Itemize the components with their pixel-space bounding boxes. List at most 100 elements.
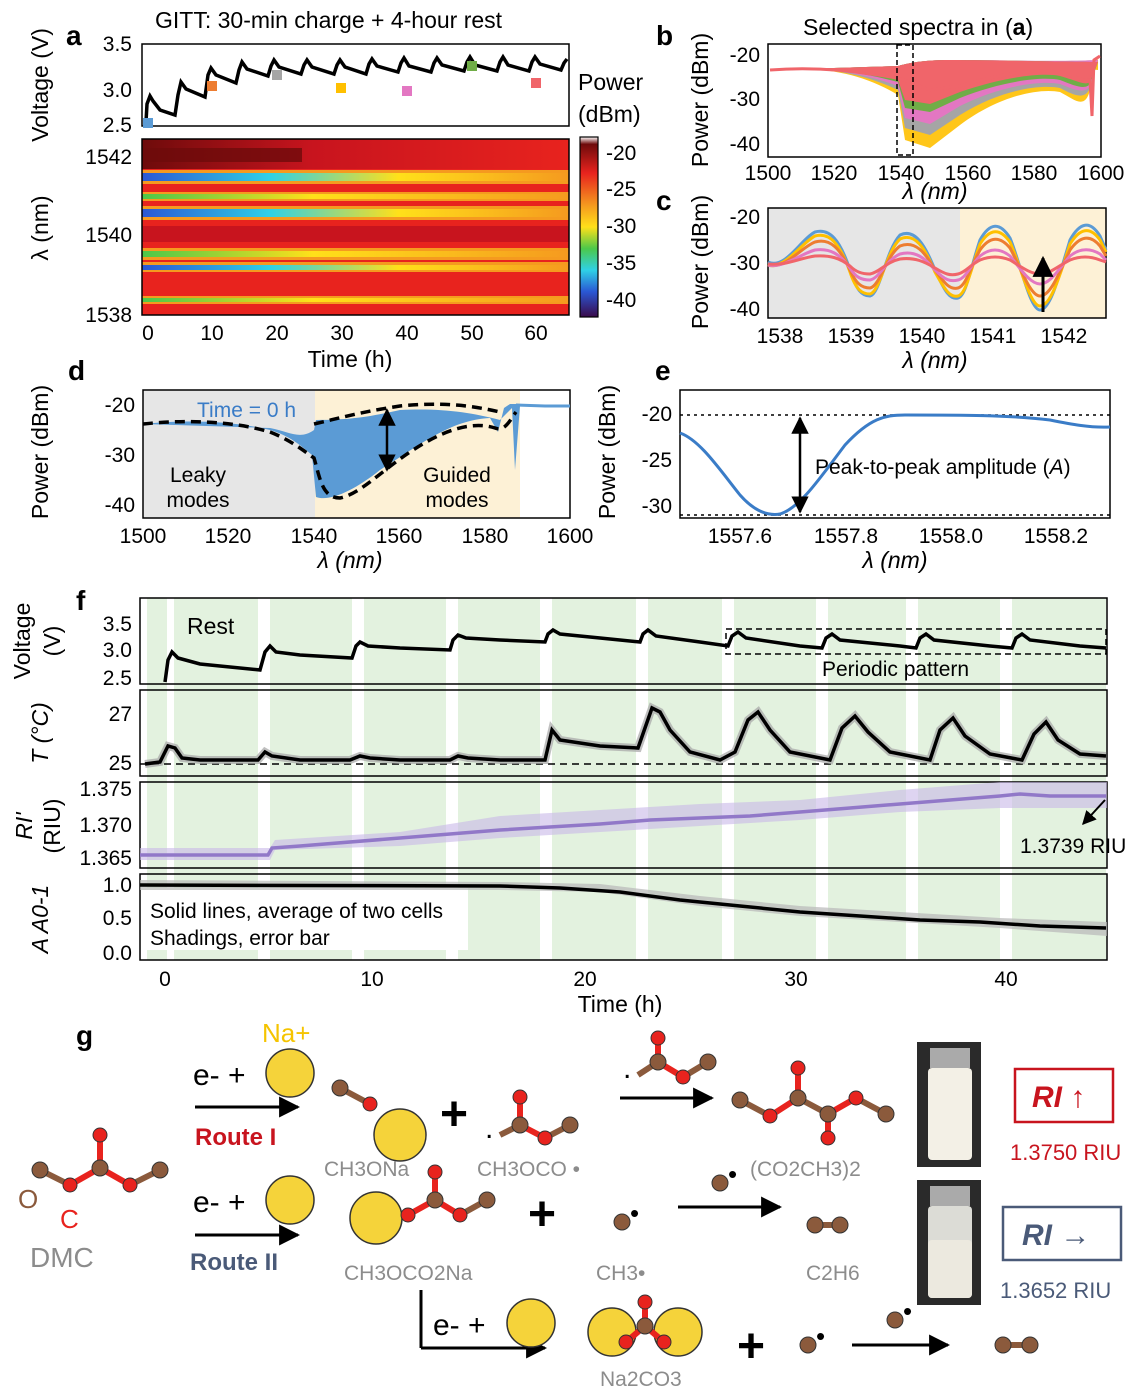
rest-band-4 [458, 598, 540, 960]
panel-e-x-tick-1: 1557.8 [814, 525, 878, 548]
panel-a-x-tick-3: 30 [330, 322, 353, 345]
route-2: e- + Route II CH3OCO2Na + • CH3• • C2H6 [190, 1159, 1123, 1305]
atom-label-o: O [18, 1184, 38, 1214]
panel-b-x-tick-5: 1600 [1078, 162, 1125, 185]
vial-photo-2 [917, 1180, 981, 1305]
panel-d-leaky-2: modes [166, 489, 229, 512]
ch3oco-label: CH3OCO • [477, 1158, 580, 1181]
colorbar-tick-3: -35 [606, 252, 636, 275]
colorbar-tick-2: -30 [606, 215, 636, 238]
panel-a-xlabel: Time (h) [308, 346, 393, 372]
rest-band-9 [918, 598, 1000, 960]
ri-annotation: 1.3739 RIU [1020, 835, 1126, 858]
panel-letter-d: d [68, 355, 85, 386]
panel-f-x-tick-1: 10 [360, 968, 383, 991]
panel-letter-f: f [76, 585, 86, 616]
panel-d-y-tick-2: -40 [105, 494, 135, 517]
panel-c-x-tick-2: 1540 [899, 325, 946, 348]
panel-d-plot: Time = 0 h Leaky modes Guided modes Powe… [27, 385, 593, 573]
na2co3-label: Na2CO3 [600, 1368, 682, 1391]
panel-e-annotation: Peak-to-peak amplitude (A) [815, 456, 1071, 479]
panel-c-x-tick-1: 1539 [828, 325, 875, 348]
route-2b: e- + Na2CO3 + • • [419, 1290, 1039, 1391]
rest-band-0 [147, 598, 167, 960]
panel-f-amp-tick-0: 1.0 [103, 874, 132, 897]
panel-b-plot: Power (dBm) -20 -30 -40 1500 1520 1540 1… [687, 33, 1124, 204]
panel-a-lambda-ylabel: λ (nm) [27, 195, 53, 260]
ri-flat-label: RI → [1022, 1219, 1090, 1252]
panel-d-guided-2: modes [425, 489, 488, 512]
panel-a-x-tick-0: 0 [142, 322, 154, 345]
panel-e-x-tick-3: 1558.2 [1024, 525, 1088, 548]
panel-letter-b: b [656, 20, 673, 51]
panel-f-ri-tick-1: 1.370 [79, 814, 132, 837]
ri-flat-value: 1.3652 RIU [1000, 1278, 1111, 1303]
panel-f-xlabel: Time (h) [578, 991, 663, 1017]
periodic-pattern-label: Periodic pattern [822, 658, 969, 681]
panel-f-amp-tick-1: 0.5 [103, 907, 132, 930]
panel-f-note-2: Shadings, error bar [150, 927, 330, 950]
panel-b-y-tick-1: -30 [730, 88, 760, 111]
radical-dot-4: • [728, 1159, 737, 1189]
panel-f-ri-ylabel-2: (RIU) [39, 799, 65, 854]
marker-red [531, 78, 541, 88]
panel-b-x-tick-0: 1500 [745, 162, 792, 185]
panel-a-lambda-tick-1: 1540 [85, 224, 132, 247]
radical-dot-5: • [816, 1321, 825, 1351]
panel-f-rest-shading [147, 598, 1106, 960]
route2-electron: e- + [193, 1186, 246, 1219]
marker-green [467, 61, 477, 71]
ch3-label: CH3• [596, 1262, 645, 1285]
panel-letter-g: g [76, 1020, 93, 1051]
atom-label-c: C [60, 1204, 79, 1234]
panel-d-x-tick-0: 1500 [120, 525, 167, 548]
panel-c-x-tick-4: 1542 [1041, 325, 1088, 348]
panel-a-lambda-tick-2: 1538 [85, 304, 132, 327]
panel-f-x-tick-0: 0 [159, 968, 171, 991]
colorbar-title-1: Power [578, 69, 644, 95]
panel-e-x-tick-2: 1558.0 [919, 525, 983, 548]
panel-a-voltage-curve [144, 53, 569, 123]
panel-e-y-tick-0: -20 [642, 403, 672, 426]
panel-e-xlabel: λ (nm) [861, 547, 928, 573]
panel-c-x-tick-0: 1538 [757, 325, 804, 348]
panel-d-guided-1: Guided [423, 464, 491, 487]
panel-e-x-tick-0: 1557.6 [708, 525, 772, 548]
panel-f-voltage-tick-1: 3.0 [103, 639, 132, 662]
panel-letter-a: a [66, 20, 82, 51]
panel-f-refractive-index: 1.3739 RIU RI' (RIU) 1.375 1.370 1.365 [11, 778, 1126, 870]
panel-b-x-tick-2: 1540 [878, 162, 925, 185]
panel-e-ylabel: Power (dBm) [594, 385, 620, 519]
panel-b-x-tick-1: 1520 [811, 162, 858, 185]
panel-a-x-tick-5: 50 [460, 322, 483, 345]
panel-a-voltage-tick-2: 2.5 [103, 114, 132, 137]
panel-d-y-tick-1: -30 [105, 444, 135, 467]
panel-f-ri-tick-2: 1.365 [79, 847, 132, 870]
route1-electron: e- + [193, 1059, 246, 1092]
marker-yellow [336, 83, 346, 93]
panel-f-temperature: T (°C) 27 25 [27, 689, 1108, 777]
radical-dot-1: . [485, 1112, 493, 1145]
vial-photo-1 [917, 1042, 981, 1167]
panel-d-time-label: Time = 0 h [197, 399, 296, 422]
panel-a-voltage-tick-0: 3.5 [103, 33, 132, 56]
rest-band-5 [552, 598, 636, 960]
panel-d-xlabel: λ (nm) [316, 547, 383, 573]
panel-a-voltage-plot: Voltage (V) 3.5 3.0 2.5 [27, 28, 570, 142]
panel-e-plot: Peak-to-peak amplitude (A) Power (dBm) -… [594, 385, 1111, 573]
panel-d-y-tick-0: -20 [105, 394, 135, 417]
ri-up-value: 1.3750 RIU [1010, 1140, 1121, 1165]
panel-a-x-tick-2: 20 [265, 322, 288, 345]
plus-1: + [440, 1088, 468, 1141]
panel-d-x-tick-1: 1520 [205, 525, 252, 548]
panel-f-x-tick-3: 30 [784, 968, 807, 991]
rest-band-8 [828, 598, 906, 960]
radical-dot-3: • [630, 1198, 639, 1228]
panel-f-amplitude: Solid lines, average of two cells Shadin… [27, 873, 1108, 1017]
plus-2: + [528, 1188, 556, 1241]
panel-a-x-tick-1: 10 [200, 322, 223, 345]
co2ch3-label: (CO2CH3)2 [750, 1158, 861, 1181]
panel-f-note-1: Solid lines, average of two cells [150, 900, 443, 923]
panel-f-temp-tick-1: 25 [109, 752, 132, 775]
panel-a-x-tick-6: 60 [524, 322, 547, 345]
